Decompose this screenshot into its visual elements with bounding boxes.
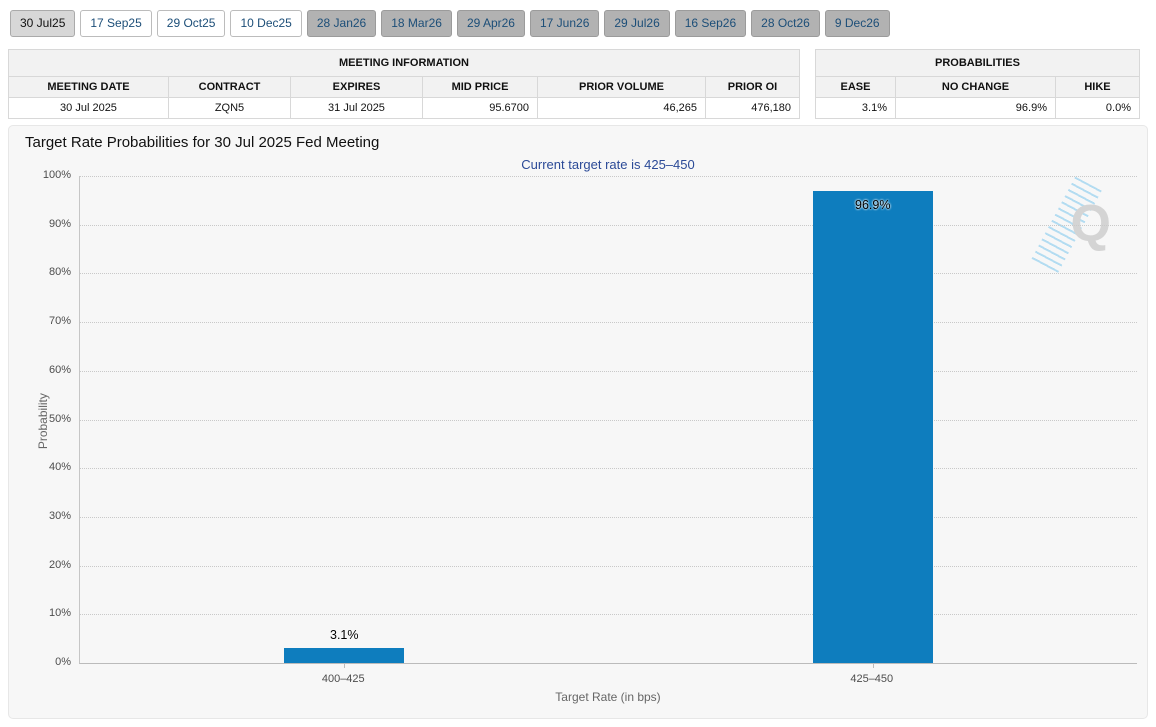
y-tick-label-30: 30%: [48, 509, 71, 522]
tab-17-jun26[interactable]: 17 Jun26: [529, 10, 600, 37]
meeting-information-row: 30 Jul 2025 ZQN5 31 Jul 2025 95.6700 46,…: [8, 97, 800, 119]
bar-425–450[interactable]: [812, 191, 933, 663]
tab-10-dec25[interactable]: 10 Dec25: [230, 10, 302, 37]
y-tick-label-40: 40%: [48, 461, 71, 474]
col-ease: EASE: [815, 76, 896, 98]
meeting-information-table: MEETING INFORMATION MEETING DATE CONTRAC…: [8, 49, 800, 119]
col-expires: EXPIRES: [290, 76, 423, 98]
meeting-information-header: MEETING INFORMATION: [8, 49, 800, 77]
tab-17-sep25[interactable]: 17 Sep25: [80, 10, 152, 37]
gridline-10: [80, 614, 1137, 616]
y-tick-label-60: 60%: [48, 363, 71, 376]
tab-29-apr26[interactable]: 29 Apr26: [456, 10, 525, 37]
y-tick-label-0: 0%: [55, 656, 71, 668]
no-change-value: 96.9%: [895, 97, 1056, 119]
col-mid-price: MID PRICE: [422, 76, 538, 98]
x-tick-400–425: [344, 663, 346, 668]
col-hike: HIKE: [1055, 76, 1140, 98]
probabilities-columns: EASE NO CHANGE HIKE: [815, 76, 1140, 98]
bar-value-label-400–425: 3.1%: [330, 627, 359, 642]
col-prior-oi: PRIOR OI: [705, 76, 800, 98]
col-prior-volume: PRIOR VOLUME: [537, 76, 706, 98]
watermark-stripes: [1030, 176, 1102, 276]
contract-value: ZQN5: [168, 97, 291, 119]
gridline-90: [80, 224, 1137, 226]
ease-value: 3.1%: [815, 97, 896, 119]
meeting-information-columns: MEETING DATE CONTRACT EXPIRES MID PRICE …: [8, 76, 800, 98]
prior-oi-value: 476,180: [705, 97, 800, 119]
y-tick-label-10: 10%: [48, 607, 71, 620]
plot-area: Q 3.1% 96.9%: [79, 176, 1137, 668]
bar-value-label-425–450: 96.9%: [855, 198, 891, 213]
mid-price-value: 95.6700: [422, 97, 538, 119]
probabilities-row: 3.1% 96.9% 0.0%: [815, 97, 1140, 119]
col-meeting-date: MEETING DATE: [8, 76, 169, 98]
gridline-20: [80, 565, 1137, 567]
x-tick-425–450: [872, 663, 874, 668]
probabilities-header: PROBABILITIES: [815, 49, 1140, 77]
y-tick-label-20: 20%: [48, 558, 71, 571]
chart-title: Target Rate Probabilities for 30 Jul 202…: [25, 134, 380, 151]
y-tick-label-50: 50%: [48, 412, 71, 425]
target-rate-probabilities-chart: Target Rate Probabilities for 30 Jul 202…: [8, 125, 1148, 719]
tab-18-mar26[interactable]: 18 Mar26: [381, 10, 452, 37]
gridline-30: [80, 516, 1137, 518]
tab-29-oct25[interactable]: 29 Oct25: [156, 10, 226, 37]
gridline-40: [80, 468, 1137, 470]
x-axis-title: Target Rate (in bps): [555, 690, 661, 704]
prior-volume-value: 46,265: [537, 97, 706, 119]
gridline-50: [80, 419, 1137, 421]
tab-28-oct26[interactable]: 28 Oct26: [751, 10, 820, 37]
y-tick-label-70: 70%: [48, 315, 71, 328]
probabilities-table: PROBABILITIES EASE NO CHANGE HIKE 3.1% 9…: [815, 49, 1140, 119]
y-tick-label-90: 90%: [48, 217, 71, 230]
meeting-date-value: 30 Jul 2025: [8, 97, 169, 119]
col-contract: CONTRACT: [168, 76, 291, 98]
tab-30-jul25[interactable]: 30 Jul25: [10, 10, 76, 37]
gridline-60: [80, 370, 1137, 372]
chart-subtitle: Current target rate is 425–450: [521, 157, 695, 172]
tab-16-sep26[interactable]: 16 Sep26: [674, 10, 747, 37]
col-no-change: NO CHANGE: [895, 76, 1056, 98]
hike-value: 0.0%: [1055, 97, 1140, 119]
category-label-400–425: 400–425: [321, 673, 365, 685]
tab-28-jan26[interactable]: 28 Jan26: [306, 10, 377, 37]
summary-tables: MEETING INFORMATION MEETING DATE CONTRAC…: [8, 49, 1140, 119]
y-tick-label-100: 100%: [42, 169, 71, 181]
meeting-date-tabs: 30 Jul25 17 Sep25 29 Oct25 10 Dec25 28 Jan26…: [10, 10, 1156, 37]
tab-9-dec26[interactable]: 9 Dec26: [824, 10, 890, 37]
gridline-70: [80, 322, 1137, 324]
gridline-80: [80, 273, 1137, 275]
y-tick-label-80: 80%: [48, 266, 71, 279]
tab-29-jul26[interactable]: 29 Jul26: [604, 10, 670, 37]
bar-400–425[interactable]: [284, 647, 405, 663]
hamburger-menu-icon[interactable]: [1109, 136, 1133, 153]
gridline-100: [80, 176, 1137, 177]
expires-value: 31 Jul 2025: [290, 97, 423, 119]
category-label-425–450: 425–450: [850, 673, 894, 685]
